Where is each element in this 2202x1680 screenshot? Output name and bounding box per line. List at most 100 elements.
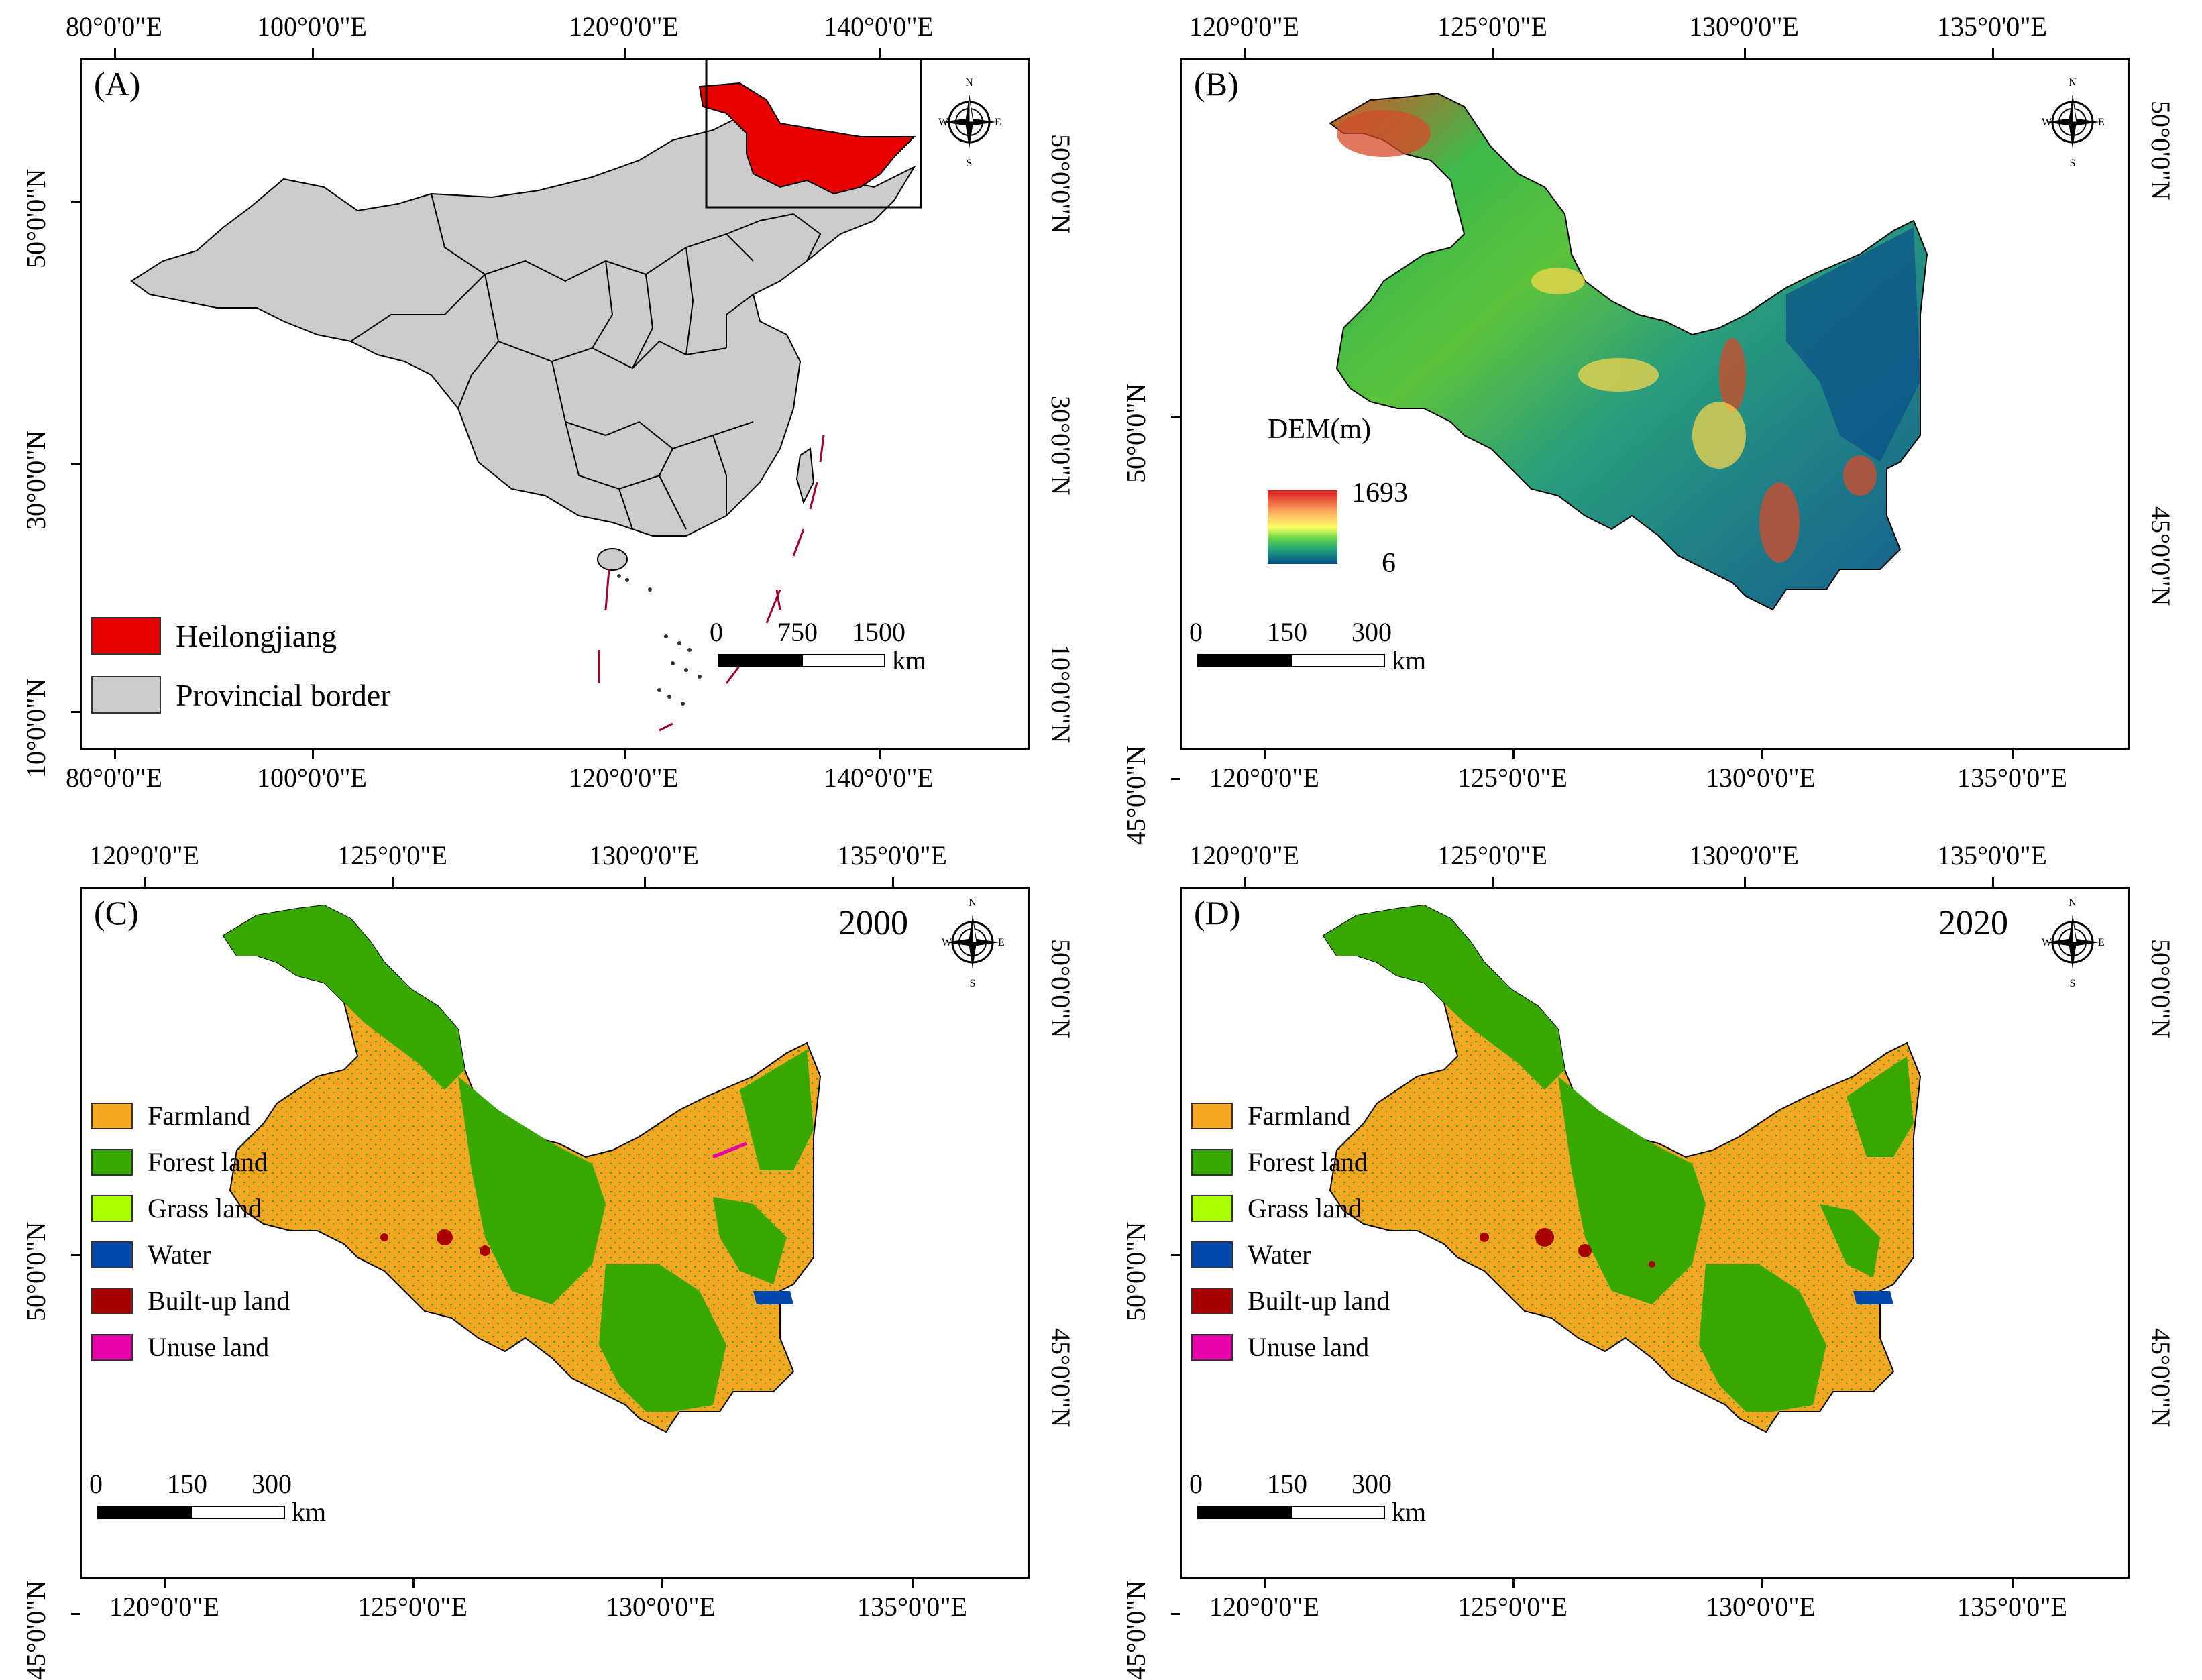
- svg-text:N: N: [969, 897, 977, 909]
- top-tick-mark: [144, 877, 146, 887]
- legend-swatch: [91, 1148, 133, 1176]
- left-tick-mark: [1171, 1613, 1180, 1615]
- scalebar-label-2: 300: [1352, 617, 1392, 647]
- left-tick-mark: [71, 463, 80, 465]
- bottom-tick-mark: [1264, 750, 1266, 759]
- scalebar-label-2: 300: [1352, 1469, 1392, 1499]
- scalebar-label-1: 150: [1267, 1469, 1307, 1499]
- top-tick-label: 120°0'0"E: [89, 840, 199, 871]
- legend-swatch: [91, 1241, 133, 1268]
- legend-item-water: Water: [91, 1239, 211, 1270]
- scalebar-label-1: 150: [1267, 617, 1307, 647]
- right-tick-label: 10°0'0"N: [1046, 644, 1076, 744]
- top-tick-mark: [312, 48, 314, 58]
- right-tick-label: 45°0'0"N: [2146, 1328, 2176, 1428]
- legend-swatch: [1191, 1102, 1233, 1129]
- bottom-tick-label: 120°0'0"E: [1209, 1591, 1319, 1622]
- top-tick-label: 130°0'0"E: [1689, 840, 1799, 871]
- scalebar-label-2: 300: [252, 1469, 292, 1499]
- panel-c: [0, 811, 1100, 1638]
- svg-text:N: N: [2069, 77, 2077, 89]
- panel-b-frame: [1180, 58, 2130, 750]
- inset-box: [705, 60, 922, 209]
- top-tick-label: 120°0'0"E: [1189, 840, 1299, 871]
- bottom-tick-label: 135°0'0"E: [1957, 1591, 2067, 1622]
- legend-swatch: [1191, 1333, 1233, 1361]
- legend-swatch: [91, 1287, 133, 1314]
- right-tick-label: 50°0'0"N: [1046, 939, 1076, 1039]
- scalebar-unit: km: [292, 1497, 327, 1527]
- scalebar-label-1: 150: [167, 1469, 207, 1499]
- panel-c-year: 2000: [838, 904, 908, 942]
- left-tick-label: 50°0'0"N: [21, 1221, 51, 1321]
- top-tick-mark: [1244, 48, 1246, 58]
- legend-label: Unuse land: [148, 1332, 270, 1362]
- legend-label: Water: [1248, 1239, 1311, 1270]
- scalebar-white: [191, 1506, 285, 1519]
- bottom-tick-label: 120°0'0"E: [109, 1591, 219, 1622]
- scalebar-unit: km: [892, 645, 927, 675]
- bottom-tick-mark: [114, 750, 116, 759]
- bottom-tick-mark: [1512, 1579, 1515, 1588]
- legend-swatch: [1191, 1194, 1233, 1222]
- bottom-tick-mark: [164, 1579, 166, 1588]
- compass-rose-icon: N S W E: [2039, 895, 2106, 989]
- panel-d-label: (D): [1194, 894, 1241, 932]
- legend-swatch: [1191, 1287, 1233, 1314]
- legend-item-provincial-border: Provincial border: [91, 676, 391, 714]
- legend-swatch: [91, 617, 161, 655]
- scalebar-black: [1197, 1506, 1291, 1519]
- compass-rose-icon: N S W E: [2039, 75, 2106, 169]
- panel-d-frame: [1180, 887, 2130, 1579]
- top-tick-label: 100°0'0"E: [257, 11, 367, 42]
- bottom-tick-label: 135°0'0"E: [857, 1591, 967, 1622]
- bottom-tick-mark: [624, 750, 626, 759]
- china-provinces: [130, 112, 916, 537]
- top-tick-mark: [392, 877, 394, 887]
- bottom-tick-label: 125°0'0"E: [357, 1591, 467, 1622]
- svg-text:W: W: [938, 117, 949, 128]
- panel-a-frame: [80, 58, 1030, 750]
- legend-swatch: [1191, 1241, 1233, 1268]
- panel-a: [0, 0, 1100, 811]
- scalebar-black: [1197, 654, 1291, 667]
- svg-text:S: S: [2070, 158, 2076, 169]
- legend-label: Grass land: [1248, 1193, 1362, 1223]
- bottom-tick-label: 120°0'0"E: [1209, 763, 1319, 793]
- taiwan-island: [795, 447, 815, 504]
- china-map: [130, 60, 922, 732]
- top-tick-label: 125°0'0"E: [337, 840, 447, 871]
- heilongjiang-dem: [1329, 92, 1928, 611]
- bottom-tick-mark: [879, 750, 881, 759]
- bottom-tick-mark: [312, 750, 314, 759]
- scalebar-white: [1291, 1506, 1385, 1519]
- legend-item-built-up-land: Built-up land: [1191, 1285, 1390, 1317]
- left-tick-label: 50°0'0"N: [1121, 1221, 1151, 1321]
- top-tick-label: 120°0'0"E: [569, 11, 679, 42]
- panel-d-year: 2020: [1938, 904, 2008, 942]
- left-tick-label: 45°0'0"N: [1121, 1580, 1151, 1680]
- left-tick-mark: [1171, 416, 1180, 418]
- legend-label: Forest land: [1248, 1147, 1368, 1177]
- left-tick-label: 30°0'0"N: [21, 430, 51, 530]
- bottom-tick-label: 125°0'0"E: [1457, 1591, 1567, 1622]
- legend-swatch: [91, 676, 161, 714]
- dem-min-label: 6: [1382, 548, 1396, 579]
- scalebar-label-0: 0: [1189, 1469, 1203, 1499]
- right-tick-label: 45°0'0"N: [1046, 1328, 1076, 1428]
- right-tick-label: 50°0'0"N: [2146, 101, 2176, 201]
- top-tick-label: 135°0'0"E: [1937, 11, 2047, 42]
- legend-label: Built-up land: [1248, 1286, 1390, 1316]
- top-tick-mark: [1744, 48, 1746, 58]
- svg-text:E: E: [2098, 117, 2105, 128]
- left-tick-label: 10°0'0"N: [21, 678, 51, 778]
- left-tick-mark: [1171, 1254, 1180, 1256]
- left-tick-mark: [1171, 778, 1180, 780]
- left-tick-mark: [71, 1613, 80, 1615]
- panel-b: [1100, 0, 2202, 811]
- scalebar-label-2: 1500: [852, 617, 905, 647]
- legend-item-water: Water: [1191, 1239, 1311, 1270]
- top-tick-mark: [114, 48, 116, 58]
- legend-item-unuse-land: Unuse land: [91, 1331, 269, 1363]
- right-tick-label: 30°0'0"N: [1046, 396, 1076, 496]
